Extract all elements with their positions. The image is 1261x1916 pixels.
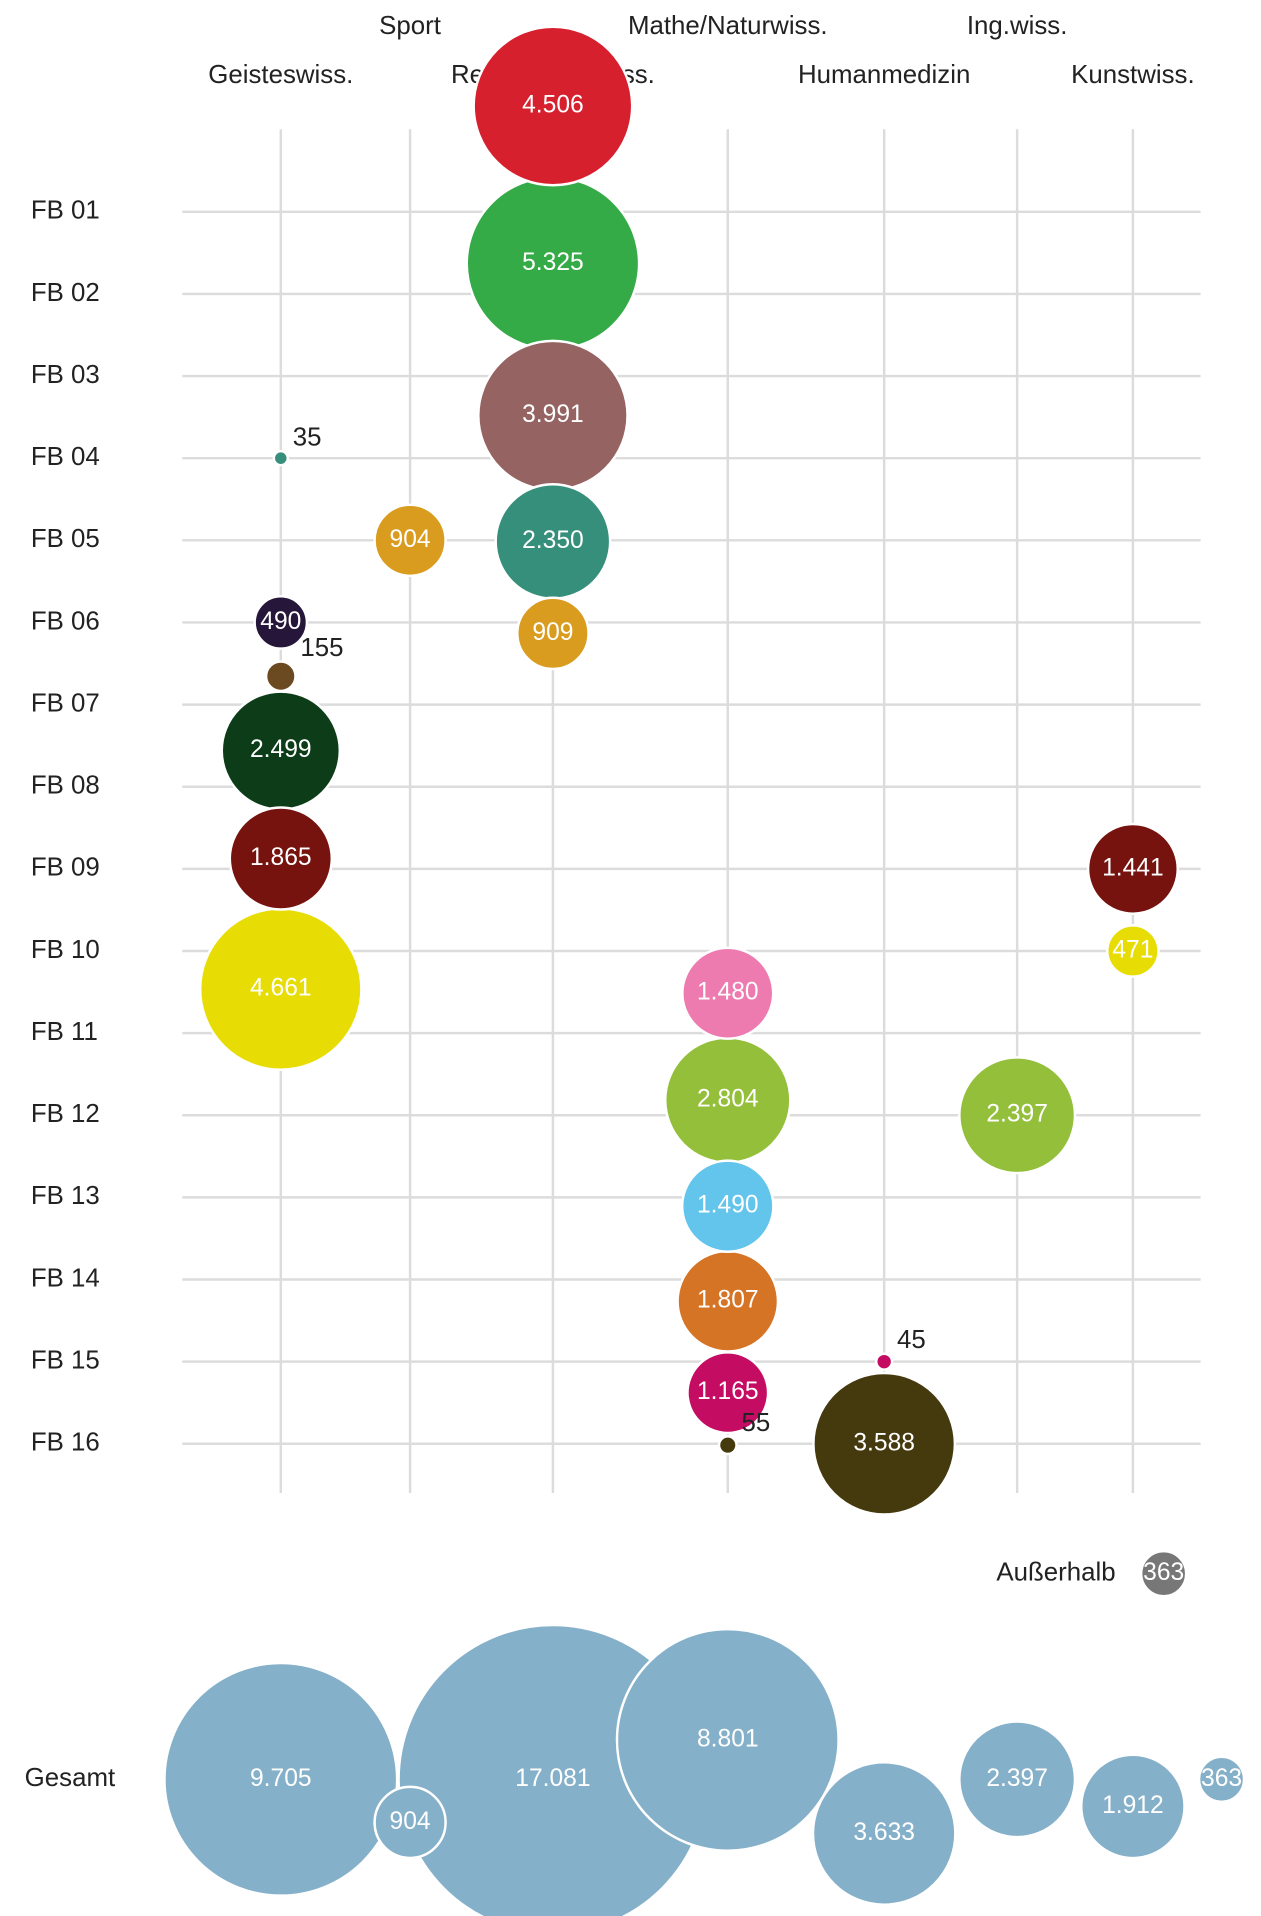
value-label: 1.165 <box>697 1378 759 1405</box>
value-label: 45 <box>897 1326 926 1354</box>
value-label: 3.991 <box>522 401 584 428</box>
bubble <box>615 1627 840 1852</box>
row-label: FB 11 <box>31 1018 98 1046</box>
row-label: FB 09 <box>31 854 100 882</box>
bubble <box>812 1371 957 1516</box>
row-label: FB 05 <box>31 525 100 553</box>
value-label: 1.807 <box>697 1287 759 1314</box>
value-label: 5.325 <box>522 249 584 276</box>
value-label: 4.506 <box>522 91 584 118</box>
value-label: 1.480 <box>697 979 759 1006</box>
row-label: FB 07 <box>31 689 100 717</box>
row-label: FB 13 <box>31 1182 100 1210</box>
value-label: 1.912 <box>1102 1792 1164 1819</box>
row-label: FB 10 <box>31 936 100 964</box>
outside-label: Außerhalb <box>996 1559 1115 1587</box>
value-label: 4.661 <box>250 975 312 1002</box>
value-label: 55 <box>741 1409 770 1437</box>
bubble <box>1139 1549 1188 1598</box>
column-label: Geisteswiss. <box>208 61 353 89</box>
bubble <box>472 25 634 187</box>
value-label: 909 <box>532 619 573 646</box>
row-label: FB 04 <box>31 443 100 471</box>
row-label: FB 16 <box>31 1429 100 1457</box>
row-label: FB 08 <box>31 772 100 800</box>
value-label: 490 <box>260 608 301 635</box>
column-label: Sport <box>379 12 441 40</box>
value-label: 2.804 <box>697 1086 759 1113</box>
bubble <box>373 1785 447 1860</box>
value-label: 363 <box>1143 1559 1184 1586</box>
bubble <box>681 946 775 1040</box>
bubble <box>163 1661 399 1897</box>
value-label: 904 <box>390 526 431 553</box>
value-label: 17.081 <box>515 1765 590 1792</box>
column-label: Mathe/Naturwiss. <box>628 12 828 40</box>
value-label: 1.490 <box>697 1192 759 1219</box>
value-label: 363 <box>1201 1765 1242 1792</box>
bubble <box>253 595 309 650</box>
bubble <box>717 1435 738 1456</box>
bubble <box>272 449 290 467</box>
value-label: 8.801 <box>697 1725 759 1752</box>
column-label: Kunstwiss. <box>1071 61 1195 89</box>
bubble <box>875 1352 894 1371</box>
value-label: 904 <box>390 1808 431 1835</box>
bubbles: 5.325 4.661 4.506 3.991 3.588 2.804 2.499 2.397… <box>163 25 1246 1916</box>
bubble <box>811 1761 957 1906</box>
total-label: Gesamt <box>25 1764 115 1792</box>
bubble <box>1080 1753 1186 1860</box>
column-label: Humanmedizin <box>798 61 970 89</box>
value-label: 9.705 <box>250 1765 312 1792</box>
row-label: FB 01 <box>31 197 100 225</box>
value-label: 2.397 <box>986 1101 1048 1128</box>
bubble <box>680 1159 775 1254</box>
row-label: FB 12 <box>31 1100 100 1128</box>
value-label: 2.499 <box>250 736 312 763</box>
value-label: 3.588 <box>853 1429 915 1456</box>
bubble <box>686 1351 770 1435</box>
bubble <box>1086 822 1179 915</box>
row-label: FB 06 <box>31 607 100 635</box>
value-label: 35 <box>293 424 322 452</box>
bubble <box>1106 924 1160 978</box>
bubble <box>516 596 590 671</box>
bubble <box>373 503 447 578</box>
bubble <box>958 1720 1077 1839</box>
row-label: FB 15 <box>31 1346 100 1374</box>
bubble <box>1197 1755 1246 1804</box>
row-label: FB 03 <box>31 361 100 389</box>
column-label: Ing.wiss. <box>967 12 1068 40</box>
row-label: FB 14 <box>31 1264 100 1292</box>
value-label: 155 <box>300 634 343 662</box>
bubble <box>958 1056 1077 1175</box>
bubble <box>228 806 334 911</box>
value-label: 2.350 <box>522 527 584 554</box>
value-label: 3.633 <box>853 1819 915 1846</box>
value-label: 2.397 <box>986 1765 1048 1792</box>
value-label: 471 <box>1112 936 1153 963</box>
row-label: FB 02 <box>31 279 100 307</box>
value-label: 1.441 <box>1102 854 1164 881</box>
bubble <box>264 660 297 693</box>
value-label: 1.865 <box>250 844 312 871</box>
